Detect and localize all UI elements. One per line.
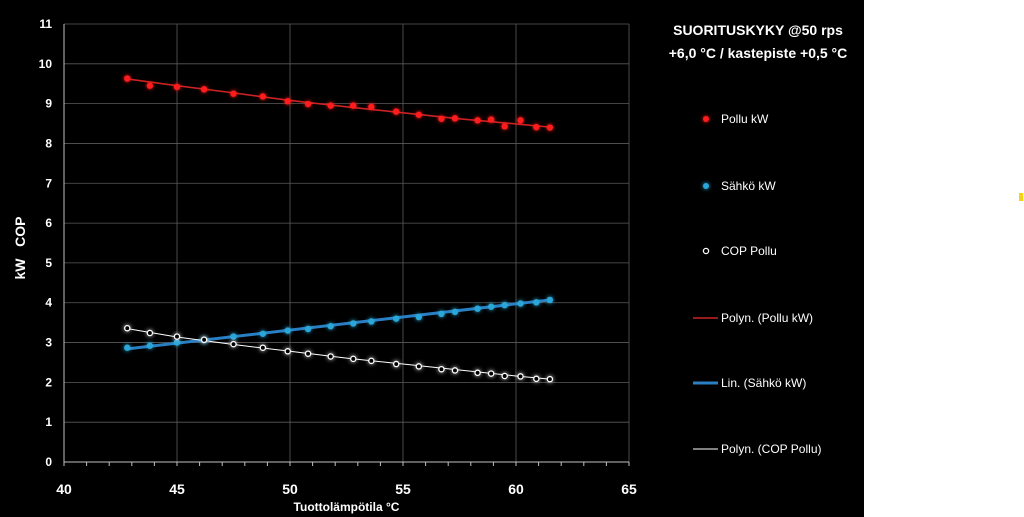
x-tick-label: 40 — [56, 481, 72, 497]
data-point-s-hk-kw — [230, 333, 236, 339]
data-point-cop-pollu — [305, 351, 310, 356]
y-tick-label: 7 — [45, 176, 52, 190]
data-point-s-hk-kw — [474, 306, 480, 312]
data-point-s-hk-kw — [305, 326, 311, 332]
data-point-pollu-kw — [488, 116, 494, 122]
data-point-s-hk-kw — [533, 299, 539, 305]
data-point-cop-pollu — [547, 377, 552, 382]
legend-label-lin-sahko-kw: Lin. (Sähkö kW) — [721, 376, 806, 390]
trendline-polyn-pollu-kw — [127, 79, 550, 127]
data-point-cop-pollu — [351, 356, 356, 361]
data-point-s-hk-kw — [368, 318, 374, 324]
data-point-cop-pollu — [489, 371, 494, 376]
y-tick-label: 1 — [45, 415, 52, 429]
data-point-pollu-kw — [285, 98, 291, 104]
legend-symbol-cop-pollu — [703, 248, 708, 253]
legend-label-cop-pollu: COP Pollu — [721, 244, 777, 258]
data-point-s-hk-kw — [416, 314, 422, 320]
data-point-pollu-kw — [517, 117, 523, 123]
legend-label-polyn-pollu-kw: Polyn. (Pollu kW) — [721, 311, 813, 325]
x-tick-label: 50 — [282, 481, 298, 497]
data-point-s-hk-kw — [350, 320, 356, 326]
data-point-s-hk-kw — [502, 302, 508, 308]
data-point-pollu-kw — [350, 102, 356, 108]
data-point-cop-pollu — [231, 342, 236, 347]
data-point-cop-pollu — [260, 345, 265, 350]
data-point-cop-pollu — [452, 368, 457, 373]
legend-label-pollu-kw: Pollu kW — [721, 112, 768, 126]
data-point-cop-pollu — [394, 361, 399, 366]
data-point-cop-pollu — [147, 330, 152, 335]
data-point-pollu-kw — [230, 90, 236, 96]
data-point-cop-pollu — [439, 367, 444, 372]
data-point-pollu-kw — [438, 116, 444, 122]
data-point-s-hk-kw — [452, 309, 458, 315]
y-tick-label: 2 — [45, 375, 52, 389]
x-tick-label: 45 — [169, 481, 185, 497]
data-point-s-hk-kw — [488, 304, 494, 310]
data-point-pollu-kw — [547, 124, 553, 130]
data-point-cop-pollu — [125, 326, 130, 331]
data-point-s-hk-kw — [327, 323, 333, 329]
data-point-cop-pollu — [202, 337, 207, 342]
y-tick-label: 5 — [45, 256, 52, 270]
data-point-pollu-kw — [327, 102, 333, 108]
data-point-cop-pollu — [174, 334, 179, 339]
data-point-pollu-kw — [124, 75, 130, 81]
x-tick-label: 65 — [621, 481, 637, 497]
legend-label-polyn-cop-pollu: Polyn. (COP Pollu) — [721, 442, 821, 456]
data-point-cop-pollu — [534, 376, 539, 381]
y-tick-label: 11 — [39, 17, 52, 31]
data-point-pollu-kw — [452, 115, 458, 121]
data-point-s-hk-kw — [260, 331, 266, 337]
data-point-pollu-kw — [416, 112, 422, 118]
data-point-pollu-kw — [147, 83, 153, 89]
x-tick-label: 55 — [395, 481, 411, 497]
data-point-cop-pollu — [285, 349, 290, 354]
data-point-cop-pollu — [328, 354, 333, 359]
data-point-pollu-kw — [474, 117, 480, 123]
y-axis-title: kW COP — [12, 216, 28, 279]
x-tick-label: 60 — [508, 481, 524, 497]
data-point-pollu-kw — [533, 124, 539, 130]
data-point-cop-pollu — [518, 374, 523, 379]
y-tick-label: 3 — [45, 336, 52, 350]
data-point-s-hk-kw — [124, 345, 130, 351]
data-point-pollu-kw — [393, 108, 399, 114]
chart-title-line-2: +6,0 °C / kastepiste +0,5 °C — [640, 45, 876, 61]
data-point-pollu-kw — [305, 101, 311, 107]
edge-marker — [1019, 193, 1023, 201]
data-point-s-hk-kw — [174, 339, 180, 345]
data-point-pollu-kw — [174, 84, 180, 90]
legend-symbol-s-hk-kw — [703, 183, 709, 189]
data-point-cop-pollu — [502, 373, 507, 378]
data-point-cop-pollu — [475, 370, 480, 375]
data-point-pollu-kw — [502, 123, 508, 129]
data-point-s-hk-kw — [147, 343, 153, 349]
data-point-s-hk-kw — [547, 297, 553, 303]
trendline-polyn-cop-pollu — [127, 329, 550, 380]
chart-title-line-1: SUORITUSKYKY @50 rps — [640, 22, 876, 38]
trendline-lin-s-hk-kw — [127, 300, 550, 349]
legend-label-sahko-kw: Sähkö kW — [721, 179, 776, 193]
y-tick-label: 4 — [45, 296, 52, 310]
y-tick-label: 8 — [45, 136, 52, 150]
y-tick-label: 6 — [45, 216, 52, 230]
data-point-s-hk-kw — [393, 315, 399, 321]
data-point-pollu-kw — [368, 104, 374, 110]
legend-symbol-pollu-kw — [703, 116, 709, 122]
data-point-pollu-kw — [260, 93, 266, 99]
y-tick-label: 0 — [45, 455, 52, 469]
data-point-pollu-kw — [201, 86, 207, 92]
data-point-cop-pollu — [369, 358, 374, 363]
data-point-cop-pollu — [416, 364, 421, 369]
x-axis-title: Tuottolämpötila °C — [294, 500, 400, 514]
data-point-s-hk-kw — [438, 311, 444, 317]
y-tick-label: 10 — [39, 57, 53, 71]
y-tick-label: 9 — [45, 97, 52, 111]
data-point-s-hk-kw — [517, 300, 523, 306]
data-point-s-hk-kw — [285, 327, 291, 333]
